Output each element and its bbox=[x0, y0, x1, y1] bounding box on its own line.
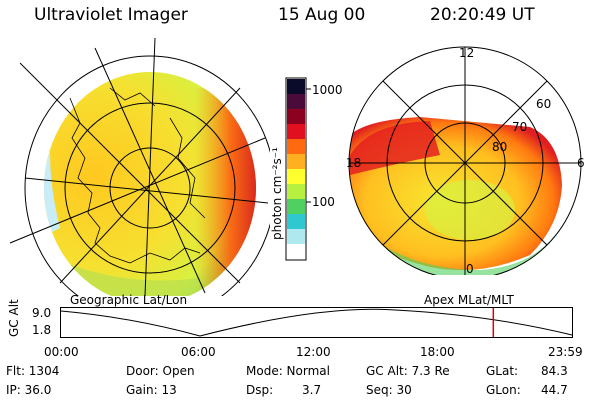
info-glat-label: GLat: bbox=[486, 364, 519, 378]
geographic-image bbox=[9, 37, 270, 296]
geographic-panel-label: Geographic Lat/Lon bbox=[70, 293, 188, 307]
time-tick-1800: 18:00 bbox=[420, 345, 455, 359]
info-mode: Mode: Normal bbox=[246, 364, 330, 378]
altitude-ylabel: GC Alt bbox=[7, 299, 21, 337]
instrument-title: Ultraviolet Imager bbox=[34, 5, 188, 25]
date-label: 15 Aug 00 bbox=[278, 5, 366, 25]
info-gcalt: GC Alt: 7.3 Re bbox=[366, 364, 450, 378]
colorbar-band bbox=[287, 94, 305, 110]
info-glat-value: 84.3 bbox=[541, 364, 568, 378]
colorbar-band bbox=[287, 79, 305, 95]
colorbar-band bbox=[287, 214, 305, 230]
colorbar-band bbox=[287, 199, 305, 215]
info-dsp-label: Dsp: bbox=[246, 383, 274, 397]
colorbar-tick-100: 100 bbox=[312, 195, 335, 209]
apex-polar-image bbox=[348, 46, 582, 275]
mlt-label-6: 6 bbox=[577, 156, 585, 170]
colorbar-tick-1000: 1000 bbox=[312, 83, 343, 97]
time-label: 20:20:49 UT bbox=[430, 5, 535, 25]
mlt-label-0: 0 bbox=[466, 262, 474, 276]
info-ip: IP: 36.0 bbox=[6, 383, 52, 397]
colorbar-band bbox=[287, 229, 305, 245]
colorbar-band bbox=[287, 139, 305, 155]
mlat-label-70: 70 bbox=[512, 120, 528, 134]
colorbar-band bbox=[287, 154, 305, 170]
colorbar-band bbox=[287, 124, 305, 140]
info-gain: Gain: 13 bbox=[126, 383, 177, 397]
time-tick-0600: 06:00 bbox=[181, 345, 216, 359]
colorbar-band bbox=[287, 244, 305, 260]
info-flt: Flt: 1304 bbox=[6, 364, 60, 378]
altitude-ymin: 1.8 bbox=[32, 323, 52, 337]
colorbar-band bbox=[287, 184, 305, 200]
apex-panel-label: Apex MLat/MLT bbox=[424, 293, 514, 307]
altitude-ymax: 9.0 bbox=[32, 306, 52, 320]
time-tick-0000: 00:00 bbox=[44, 345, 79, 359]
info-dsp-value: 3.7 bbox=[302, 383, 322, 397]
info-glon-value: 44.7 bbox=[541, 383, 568, 397]
mlat-label-60: 60 bbox=[536, 97, 552, 111]
mlt-label-18: 18 bbox=[346, 156, 362, 170]
colorbar-unit-label: photon cm⁻²s⁻¹ bbox=[270, 147, 284, 240]
altitude-plot bbox=[60, 307, 573, 338]
info-door: Door: Open bbox=[126, 364, 195, 378]
mlat-label-80: 80 bbox=[492, 140, 508, 154]
mlt-label-12: 12 bbox=[459, 46, 475, 60]
time-tick-1200: 12:00 bbox=[296, 345, 331, 359]
colorbar-band bbox=[287, 109, 305, 125]
colorbar bbox=[285, 77, 311, 261]
colorbar-band bbox=[287, 169, 305, 185]
time-tick-2359: 23:59 bbox=[548, 345, 583, 359]
info-seq: Seq: 30 bbox=[366, 383, 412, 397]
info-glon-label: GLon: bbox=[486, 383, 521, 397]
